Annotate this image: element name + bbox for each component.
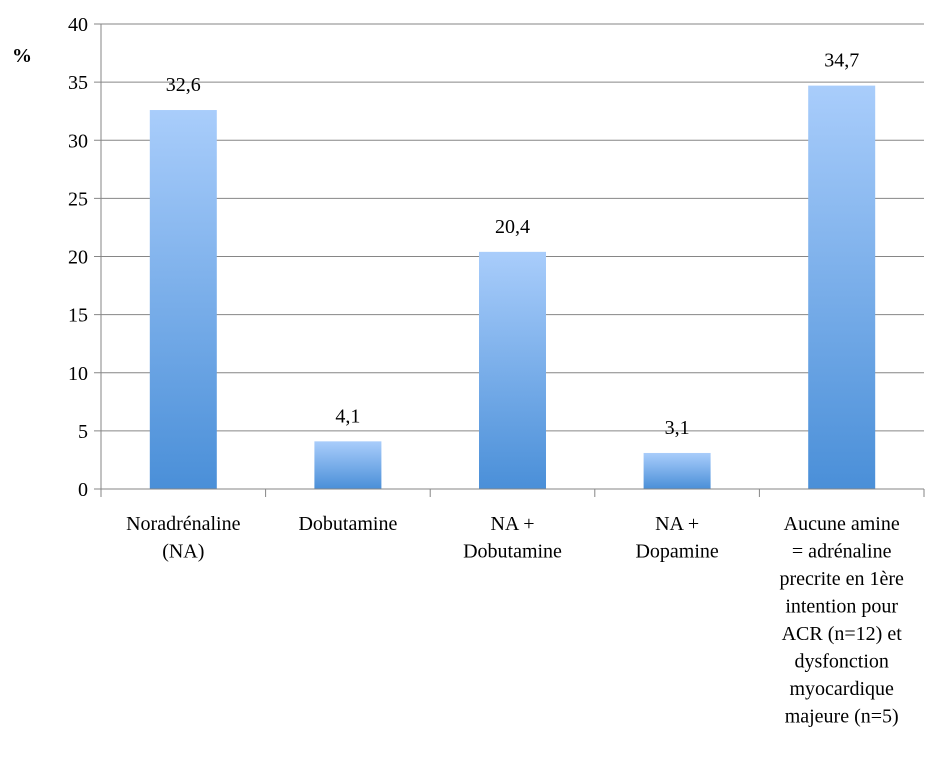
y-axis-label: %: [12, 45, 32, 67]
x-tick-label: Aucune amine = adrénaline precrite en 1ère…: [780, 513, 904, 728]
x-tick-label: NA + Dopamine: [635, 513, 718, 563]
y-tick-label: 30: [68, 130, 88, 152]
bar: [314, 441, 382, 489]
y-tick-label: 5: [78, 421, 88, 443]
data-label: 4,1: [335, 405, 360, 427]
bar: [808, 85, 876, 490]
y-tick-label: 0: [78, 479, 88, 501]
bar: [479, 251, 546, 489]
y-tick-label: 20: [68, 247, 88, 269]
data-label: 20,4: [495, 216, 530, 238]
axes: [94, 23, 925, 497]
value-labels: 32,6 4,1 20,4 3,1 34,7: [166, 50, 859, 439]
category-labels: Noradrénaline (NA) Dobutamine NA + Dobutamin…: [126, 513, 904, 728]
x-tick-label: Dobutamine: [298, 513, 397, 535]
data-label: 34,7: [824, 50, 859, 72]
y-tick-labels: 0 5 10 15 20 25 30 35 40: [68, 14, 88, 501]
data-label: 32,6: [166, 74, 201, 96]
y-tick-label: 35: [68, 72, 88, 94]
bar: [149, 110, 217, 490]
y-tick-label: 40: [68, 14, 88, 36]
y-tick-label: 25: [68, 188, 88, 210]
x-tick-label: Noradrénaline (NA): [126, 513, 241, 563]
bars: [149, 85, 876, 490]
data-label: 3,1: [665, 417, 690, 439]
x-tick-label: NA + Dobutamine: [463, 513, 562, 563]
bar: [643, 452, 711, 489]
y-tick-label: 15: [68, 305, 88, 327]
y-tick-label: 10: [68, 363, 88, 385]
